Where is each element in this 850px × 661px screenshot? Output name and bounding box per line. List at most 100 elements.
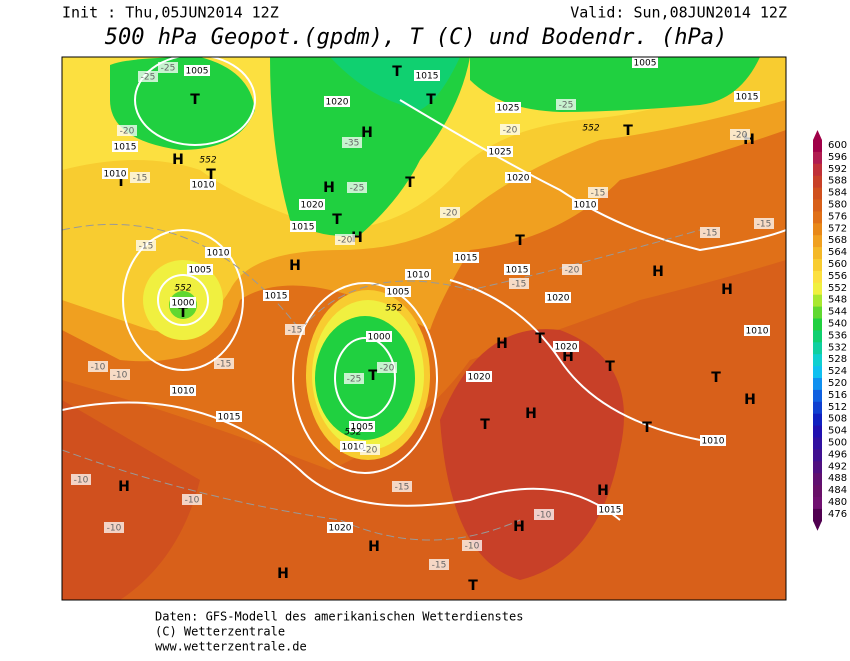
temperature-label: -10 <box>91 363 106 373</box>
temperature-label: -15 <box>757 220 772 230</box>
colorbar-label: 484 <box>828 485 847 496</box>
colorbar-swatch <box>813 151 822 165</box>
label-box <box>440 207 460 218</box>
colorbar-swatch <box>813 199 822 212</box>
low-marker: T <box>426 92 436 108</box>
temperature-label: -15 <box>703 229 718 239</box>
colorbar-swatch <box>813 282 822 296</box>
low-marker: T <box>535 331 545 347</box>
label-box <box>184 65 210 76</box>
pressure-label: 1010 <box>104 170 127 180</box>
label-box <box>462 540 482 551</box>
low-marker: T <box>405 175 415 191</box>
temperature-label: -20 <box>363 446 378 456</box>
low-marker: T <box>116 174 126 190</box>
footer-copyright: (C) Wetterzentrale <box>155 625 285 639</box>
geopotential-label: 552 <box>344 428 361 438</box>
pressure-label: 1015 <box>599 506 622 516</box>
colorbar-label: 540 <box>828 319 847 330</box>
pressure-label: 1010 <box>702 437 725 447</box>
pressure-label: 1005 <box>634 59 657 69</box>
label-box <box>158 62 178 73</box>
colorbar-swatch <box>813 485 822 498</box>
low-marker: T <box>515 233 525 249</box>
high-marker: H <box>289 258 301 274</box>
colorbar-swatch <box>813 378 822 391</box>
label-box <box>744 325 770 336</box>
label-box <box>534 509 554 520</box>
pressure-label: 1000 <box>172 299 195 309</box>
map-frame <box>61 56 787 601</box>
colorbar-label: 548 <box>828 295 847 306</box>
pressure-label: 1005 <box>186 67 209 77</box>
temperature-label: -10 <box>537 511 552 521</box>
pressure-label: 1015 <box>736 93 759 103</box>
low-marker: T <box>332 212 342 228</box>
pressure-label: 1015 <box>114 143 137 153</box>
footer-url: www.wetterzentrale.de <box>155 640 307 654</box>
low-marker: T <box>392 64 402 80</box>
colorbar-label: 480 <box>828 497 847 508</box>
colorbar-label: 532 <box>828 342 847 353</box>
colorbar-label: 476 <box>828 509 847 520</box>
pressure-label: 1020 <box>301 201 324 211</box>
high-marker: H <box>721 282 733 298</box>
label-box <box>360 444 380 455</box>
temperature-label: -10 <box>185 496 200 506</box>
label-box <box>392 481 412 492</box>
label-box <box>700 435 726 446</box>
geopotential-label: 552 <box>174 284 191 294</box>
label-box <box>545 292 571 303</box>
label-box <box>377 362 397 373</box>
colorbar-label: 552 <box>828 283 847 294</box>
pressure-label: 1010 <box>207 249 230 259</box>
geopotential-label: 552 <box>199 156 216 166</box>
label-box <box>414 70 440 81</box>
pressure-label: 1005 <box>189 266 212 276</box>
warm-area <box>62 400 200 600</box>
label-box <box>285 324 305 335</box>
low-marker: T <box>206 167 216 183</box>
low-marker: T <box>605 359 615 375</box>
label-box <box>205 247 231 258</box>
temperature-label: -15 <box>432 561 447 571</box>
temperature-label: -25 <box>141 73 156 83</box>
label-box <box>429 559 449 570</box>
high-marker: H <box>118 479 130 495</box>
pressure-label: 1015 <box>506 266 529 276</box>
label-box <box>299 199 325 210</box>
high-marker: H <box>496 336 508 352</box>
high-marker: H <box>562 349 574 365</box>
colorbar-swatch <box>813 401 822 415</box>
label-box <box>136 240 156 251</box>
colorbar-swatch <box>813 235 822 248</box>
colorbar-swatch <box>813 437 822 450</box>
colorbar-label: 504 <box>828 426 847 437</box>
label-box <box>110 369 130 380</box>
cold-low <box>470 57 760 112</box>
temperature-label: -25 <box>347 375 362 385</box>
init-time: Init : Thu,05JUN2014 12Z <box>62 4 279 22</box>
high-marker: H <box>368 539 380 555</box>
colorbar-swatch <box>813 330 822 343</box>
label-box <box>349 421 375 432</box>
colorbar-label: 592 <box>828 164 847 175</box>
high-marker: H <box>652 264 664 280</box>
colorbar-label: 516 <box>828 390 847 401</box>
valid-time: Valid: Sun,08JUN2014 12Z <box>570 4 787 22</box>
label-box <box>187 264 213 275</box>
colorbar-label: 500 <box>828 438 847 449</box>
colorbar-swatch <box>813 294 822 308</box>
colorbar-swatch <box>813 425 822 438</box>
label-box <box>700 227 720 238</box>
pressure-label: 1015 <box>292 223 315 233</box>
pressure-label: 1005 <box>351 423 374 433</box>
colorbar-label: 496 <box>828 449 847 460</box>
colorbar-swatch <box>813 473 822 486</box>
high-marker: H <box>361 125 373 141</box>
temperature-label: -15 <box>217 360 232 370</box>
colorbar-label: 584 <box>828 188 847 199</box>
label-box <box>509 278 529 289</box>
high-marker: H <box>323 180 335 196</box>
label-box <box>71 474 91 485</box>
